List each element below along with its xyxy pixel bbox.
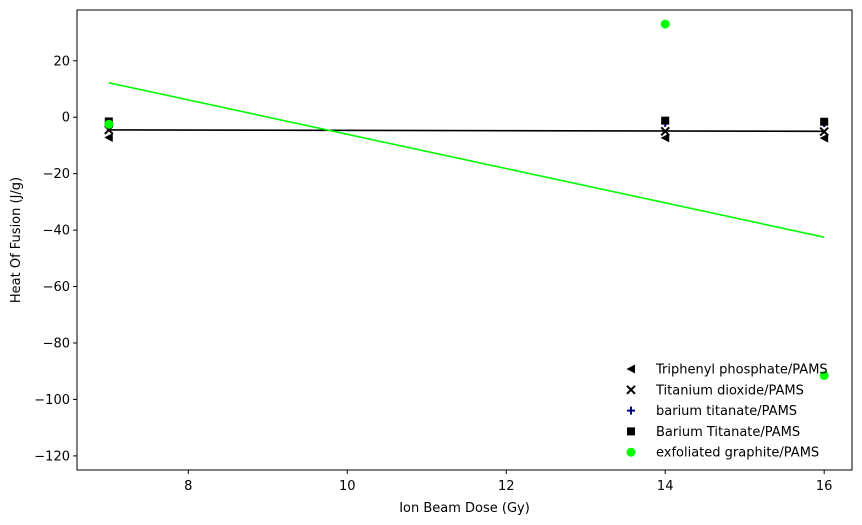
legend-item: exfoliated graphite/PAMS: [626, 446, 819, 461]
data-points-layer: [104, 19, 829, 380]
ticks-layer: 8 10 12 14 16 20 0 −20 −40 −60 −80 −100 −120: [34, 54, 832, 494]
data-point-series-1: [660, 126, 670, 137]
legend-item: Triphenyl phosphate/PAMS: [626, 363, 828, 378]
legend-label: exfoliated graphite/PAMS: [656, 446, 819, 461]
x-axis-title: Ion Beam Dose (Gy): [399, 501, 530, 516]
data-point-series-0: [104, 133, 113, 143]
y-tick-label: −40: [43, 224, 70, 239]
legend-item: Titanium dioxide/PAMS: [626, 383, 804, 398]
x-tick-label: 10: [339, 479, 356, 494]
y-tick-label: −20: [43, 167, 70, 182]
legend-marker: [626, 385, 636, 395]
x-tick-label: 8: [184, 479, 192, 494]
data-point-series-3: [820, 117, 829, 126]
data-point-series-3: [661, 116, 670, 125]
y-tick-label: −80: [43, 337, 70, 352]
data-point-series-4: [104, 119, 114, 129]
legend: Triphenyl phosphate/PAMS Titanium dioxide…: [626, 363, 828, 461]
x-tick-label: 12: [498, 479, 515, 494]
x-tick-label: 16: [816, 479, 833, 494]
y-axis-title: Heat Of Fusion (J/g): [9, 177, 24, 303]
trend-line: [108, 129, 825, 133]
data-point-series-4: [660, 19, 670, 29]
plot-area-frame: [76, 9, 853, 471]
legend-label: Triphenyl phosphate/PAMS: [655, 363, 828, 378]
y-tick-label: −60: [43, 280, 70, 295]
legend-label: Barium Titanate/PAMS: [656, 425, 800, 440]
legend-marker: [627, 427, 635, 436]
y-tick-label: 0: [62, 111, 70, 126]
legend-label: barium titanate/PAMS: [656, 404, 797, 419]
legend-marker: [627, 406, 635, 415]
legend-item: Barium Titanate/PAMS: [627, 425, 800, 440]
data-point-series-1: [819, 126, 829, 137]
legend-item: barium titanate/PAMS: [627, 404, 797, 419]
data-point-series-4: [819, 370, 829, 380]
y-tick-label: −120: [34, 449, 70, 464]
data-point-series-0: [660, 133, 670, 143]
trend-line: [108, 82, 825, 238]
data-point-series-0: [819, 133, 829, 143]
y-tick-label: 20: [53, 54, 70, 69]
x-tick-label: 14: [657, 479, 674, 494]
fit-lines-layer: [108, 82, 825, 238]
legend-label: Titanium dioxide/PAMS: [655, 383, 804, 398]
legend-marker: [626, 364, 635, 374]
y-tick-label: −100: [34, 393, 70, 408]
legend-marker: [626, 447, 636, 457]
